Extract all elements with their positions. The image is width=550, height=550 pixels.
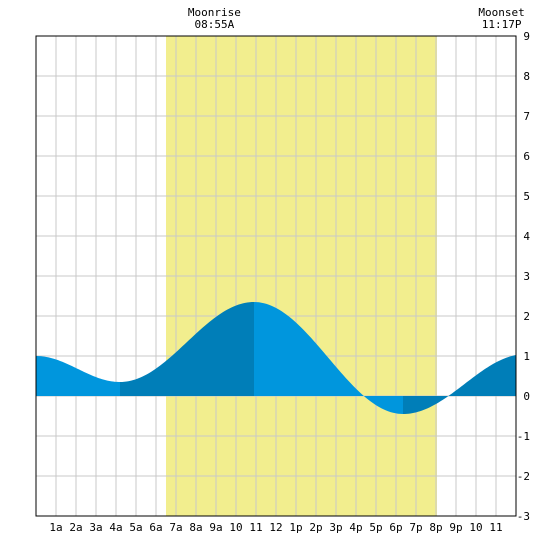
- y-tick-label: 6: [523, 150, 530, 163]
- moonrise-time: 08:55A: [195, 18, 235, 31]
- x-tick-label: 6a: [149, 521, 162, 534]
- x-tick-label: 3a: [89, 521, 102, 534]
- falling-tide-area: [254, 302, 403, 414]
- y-tick-label: 7: [523, 110, 530, 123]
- y-tick-label: 3: [523, 270, 530, 283]
- x-tick-label: 1a: [49, 521, 62, 534]
- y-tick-label: -3: [517, 510, 530, 523]
- y-tick-label: 2: [523, 310, 530, 323]
- y-tick-label: -2: [517, 470, 530, 483]
- x-tick-label: 5a: [129, 521, 142, 534]
- plot-frame: [35, 35, 517, 517]
- rising-tide-area: [403, 354, 516, 414]
- rising-tide-area: [120, 302, 254, 396]
- x-tick-label: 10: [469, 521, 482, 534]
- x-tick-label: 2p: [309, 521, 322, 534]
- y-tick-label: 5: [523, 190, 530, 203]
- moonset-time: 11:17P: [482, 18, 522, 31]
- x-tick-label: 11: [489, 521, 502, 534]
- x-tick-label: 7a: [169, 521, 182, 534]
- x-tick-label: 8a: [189, 521, 202, 534]
- x-tick-label: 1p: [289, 521, 302, 534]
- moonset-label: Moonset: [478, 6, 524, 19]
- x-tick-label: 2a: [69, 521, 82, 534]
- x-tick-label: 5p: [369, 521, 382, 534]
- x-tick-label: 9a: [209, 521, 222, 534]
- x-tick-label: 4p: [349, 521, 362, 534]
- y-tick-label: 8: [523, 70, 530, 83]
- x-tick-label: 3p: [329, 521, 342, 534]
- x-tick-label: 4a: [109, 521, 122, 534]
- x-tick-label: 9p: [449, 521, 462, 534]
- y-tick-label: -1: [517, 430, 530, 443]
- y-tick-label: 4: [523, 230, 530, 243]
- x-tick-label: 6p: [389, 521, 402, 534]
- x-tick-label: 11: [249, 521, 262, 534]
- x-tick-label: 12: [269, 521, 282, 534]
- falling-tide-area: [36, 356, 120, 396]
- y-tick-label: 0: [523, 390, 530, 403]
- x-tick-label: 10: [229, 521, 242, 534]
- moonrise-label: Moonrise: [188, 6, 241, 19]
- y-tick-label: 1: [523, 350, 530, 363]
- x-tick-label: 8p: [429, 521, 442, 534]
- x-tick-label: 7p: [409, 521, 422, 534]
- y-tick-label: 9: [523, 30, 530, 43]
